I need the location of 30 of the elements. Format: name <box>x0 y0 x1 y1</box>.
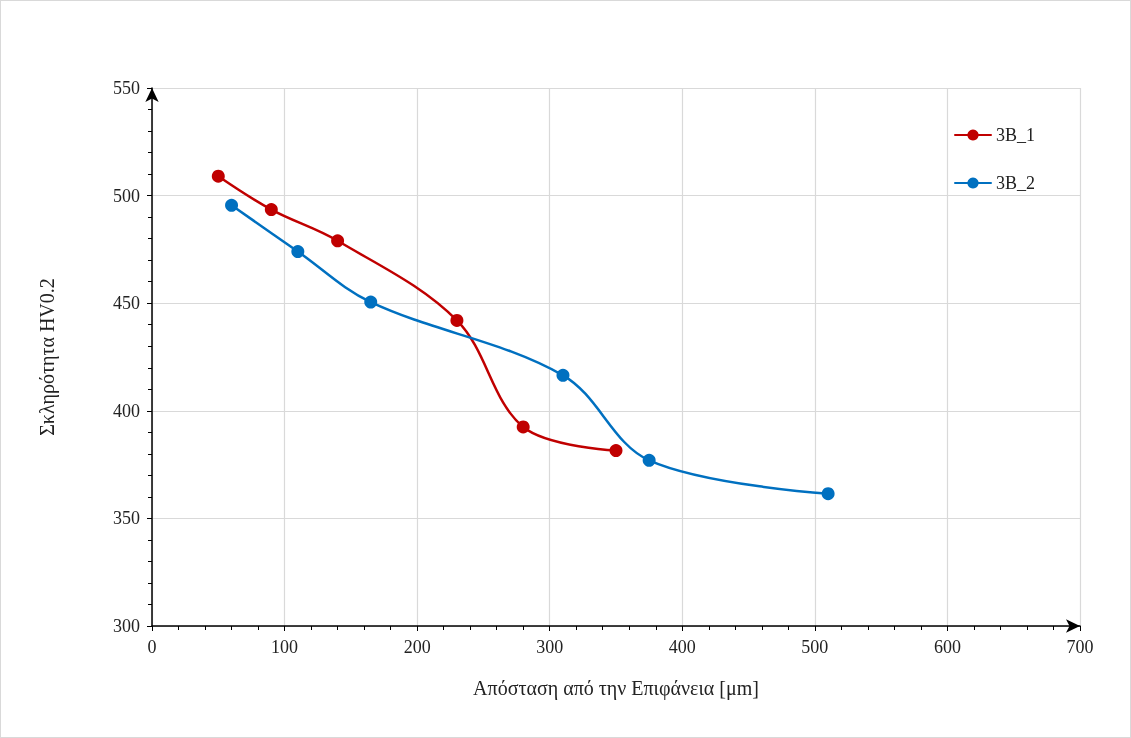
x-tick-label: 100 <box>271 637 299 657</box>
x-tick-label: 600 <box>933 637 961 657</box>
point <box>516 420 530 434</box>
y-tick-label: 300 <box>113 616 140 636</box>
legend-label: 3B_2 <box>995 173 1036 193</box>
x-tick-label: 300 <box>536 637 564 657</box>
x-tick-label: 500 <box>801 637 829 657</box>
y-tick-label: 450 <box>113 293 140 314</box>
x-axis-title: Απόσταση από την Επιφάνεια [μm] <box>473 677 759 700</box>
point <box>642 453 656 467</box>
point <box>609 444 623 458</box>
y-tick-label: 500 <box>113 185 140 206</box>
point <box>291 245 305 259</box>
point <box>364 295 378 309</box>
x-tick-label: 0 <box>147 637 157 657</box>
x-tick-label: 200 <box>403 637 431 657</box>
y-axis-title: Σκληρότητα HV0.2 <box>36 278 59 436</box>
point <box>556 368 570 382</box>
y-tick-label: 550 <box>113 78 140 98</box>
point <box>821 487 835 501</box>
point <box>225 198 239 212</box>
point <box>264 203 278 217</box>
y-tick-label: 350 <box>113 508 140 529</box>
y-tick-label: 400 <box>113 400 140 421</box>
x-tick-label: 700 <box>1066 637 1094 657</box>
x-tick-label: 400 <box>668 637 696 657</box>
point <box>331 234 345 248</box>
point <box>450 313 464 327</box>
point <box>211 169 225 183</box>
legend-label: 3B_1 <box>995 125 1036 145</box>
